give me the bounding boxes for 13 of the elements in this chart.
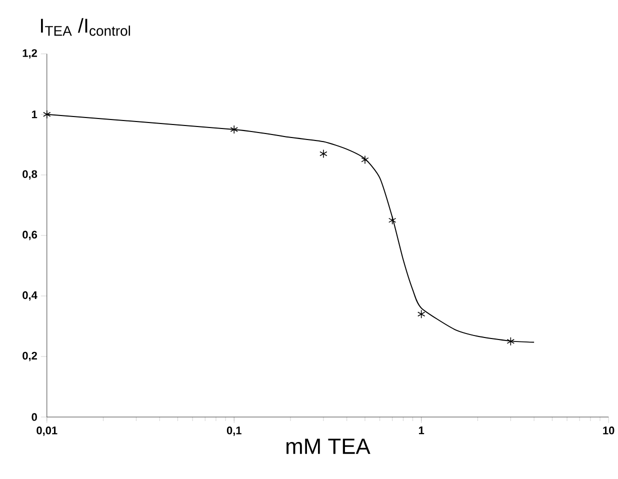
y-tick-label: 0,4 <box>22 291 38 301</box>
x-tick-label: 1 <box>418 426 424 434</box>
x-axis-title: mM TEA <box>286 438 370 454</box>
y-axis-title: I$_{TEA}$ /I$_{control}$ <box>41 18 130 36</box>
y-tick-label: 1,2 <box>22 49 37 59</box>
y-tick-label: 0,8 <box>22 170 38 180</box>
x-tick-label: 0,01 <box>36 426 58 436</box>
y-tick-label: 0 <box>32 413 37 421</box>
y-tick-label: 0,2 <box>22 352 37 362</box>
y-tick-label: 1 <box>32 110 38 118</box>
x-tick-label: 0,1 <box>226 426 242 436</box>
x-tick-label: 10 <box>603 426 614 434</box>
y-tick-label: 0,6 <box>22 230 38 240</box>
